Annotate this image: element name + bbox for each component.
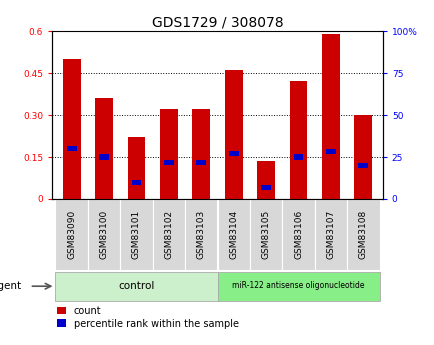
Bar <box>217 272 379 301</box>
Bar <box>88 199 120 270</box>
Bar <box>289 81 307 199</box>
Title: GDS1729 / 308078: GDS1729 / 308078 <box>151 16 283 30</box>
Legend: count, percentile rank within the sample: count, percentile rank within the sample <box>57 306 238 328</box>
Bar <box>314 199 346 270</box>
Bar <box>224 70 242 199</box>
Bar <box>192 109 210 199</box>
Bar <box>196 159 206 165</box>
Bar <box>358 163 368 168</box>
Bar <box>164 159 174 165</box>
Bar <box>256 161 274 199</box>
Bar <box>62 59 80 199</box>
Text: GSM83090: GSM83090 <box>67 210 76 259</box>
Bar <box>131 180 141 185</box>
Bar <box>282 199 314 270</box>
Bar <box>228 151 238 156</box>
Text: GSM83107: GSM83107 <box>326 210 335 259</box>
Bar <box>99 155 108 159</box>
Text: GSM83103: GSM83103 <box>196 210 205 259</box>
Text: miR-122 antisense oligonucleotide: miR-122 antisense oligonucleotide <box>232 281 364 290</box>
Bar <box>152 199 184 270</box>
Text: control: control <box>118 280 155 290</box>
Bar <box>346 199 379 270</box>
Text: GSM83104: GSM83104 <box>229 210 238 259</box>
Bar <box>160 109 178 199</box>
Text: agent: agent <box>0 280 21 290</box>
Bar <box>184 199 217 270</box>
Bar <box>120 199 152 270</box>
Bar <box>354 115 372 199</box>
Bar <box>260 185 270 190</box>
Bar <box>95 98 113 199</box>
Text: GSM83106: GSM83106 <box>293 210 302 259</box>
Text: GSM83102: GSM83102 <box>164 210 173 259</box>
Bar <box>250 199 282 270</box>
Text: GSM83108: GSM83108 <box>358 210 367 259</box>
Bar <box>66 146 76 151</box>
Bar <box>127 137 145 199</box>
Bar <box>321 34 339 199</box>
Bar <box>326 149 335 155</box>
Bar <box>217 199 250 270</box>
Text: GSM83105: GSM83105 <box>261 210 270 259</box>
Text: GSM83101: GSM83101 <box>132 210 141 259</box>
Bar <box>55 199 88 270</box>
Text: GSM83100: GSM83100 <box>99 210 108 259</box>
Bar <box>55 272 217 301</box>
Bar <box>293 155 303 159</box>
